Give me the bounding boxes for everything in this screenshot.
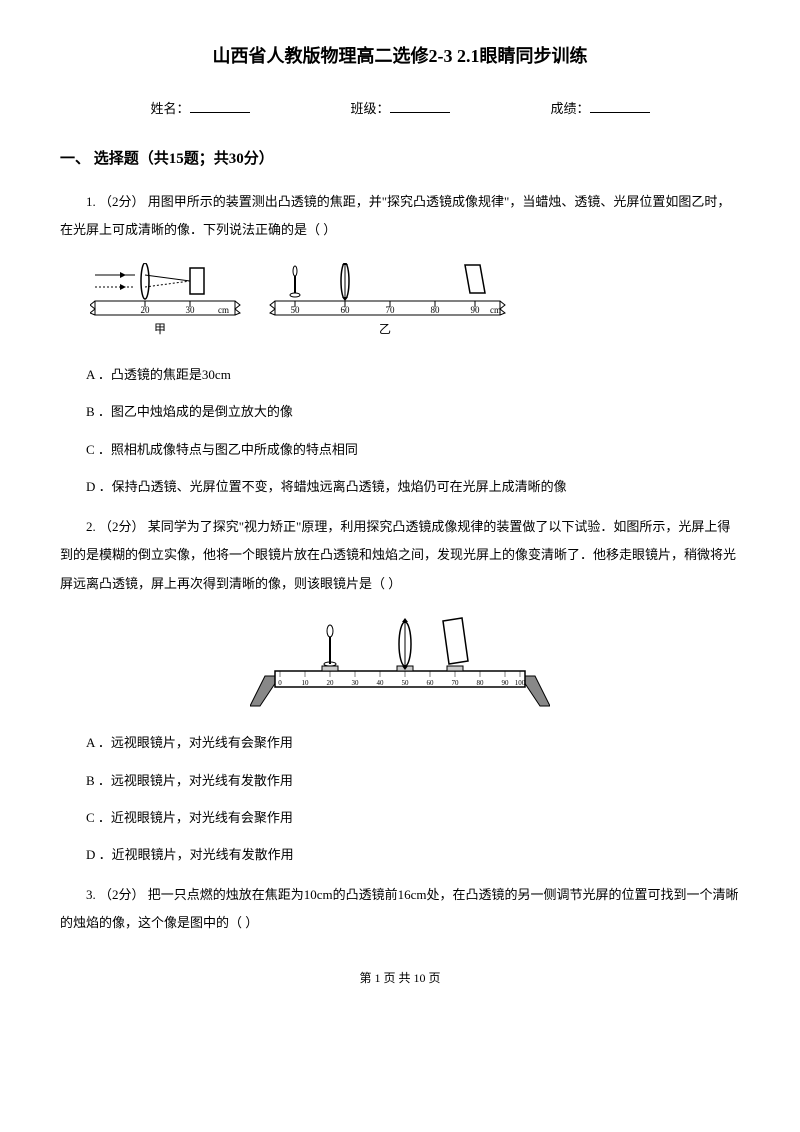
class-label: 班级：: [350, 97, 389, 120]
q1-option-a: A ．凸透镜的焦距是30cm: [60, 363, 740, 386]
class-field: 班级：: [350, 97, 449, 120]
svg-text:30: 30: [352, 679, 360, 687]
svg-text:乙: 乙: [379, 322, 391, 336]
svg-text:100: 100: [515, 679, 526, 687]
score-blank[interactable]: [590, 97, 650, 113]
question-1-text: 1. （2分） 用图甲所示的装置测出凸透镜的焦距，并"探究凸透镜成像规律"，当蜡…: [60, 188, 740, 245]
svg-text:30: 30: [186, 305, 196, 315]
svg-text:0: 0: [278, 679, 282, 687]
class-blank[interactable]: [390, 97, 450, 113]
q1-option-d: D ．保持凸透镜、光屏位置不变，将蜡烛远离凸透镜，烛焰仍可在光屏上成清晰的像: [60, 475, 740, 498]
question-3-text: 3. （2分） 把一只点燃的烛放在焦距为10cm的凸透镜前16cm处，在凸透镜的…: [60, 881, 740, 938]
svg-text:cm: cm: [218, 305, 229, 315]
name-label: 姓名：: [150, 97, 189, 120]
svg-text:80: 80: [431, 305, 441, 315]
svg-text:60: 60: [341, 305, 351, 315]
name-blank[interactable]: [190, 97, 250, 113]
svg-text:20: 20: [141, 305, 151, 315]
svg-text:70: 70: [386, 305, 396, 315]
svg-text:80: 80: [477, 679, 485, 687]
score-field: 成绩：: [550, 97, 649, 120]
q2-option-c: C ．近视眼镜片，对光线有会聚作用: [60, 806, 740, 829]
svg-text:10: 10: [302, 679, 310, 687]
svg-text:40: 40: [377, 679, 385, 687]
svg-text:20: 20: [327, 679, 335, 687]
svg-text:甲: 甲: [154, 322, 166, 336]
svg-text:90: 90: [471, 305, 481, 315]
svg-text:50: 50: [402, 679, 410, 687]
q2-option-b: B ．远视眼镜片，对光线有发散作用: [60, 769, 740, 792]
svg-text:60: 60: [427, 679, 435, 687]
section-header: 一、 选择题（共15题；共30分）: [60, 146, 740, 173]
score-label: 成绩：: [550, 97, 589, 120]
q1-diagram: 20 30 cm 甲 50: [90, 263, 740, 343]
page-title: 山西省人教版物理高二选修2-3 2.1眼睛同步训练: [60, 40, 740, 72]
q2-option-a: A ．远视眼镜片，对光线有会聚作用: [60, 731, 740, 754]
svg-text:cm: cm: [490, 305, 501, 315]
q2-diagram: 0 10 20 30 40 50 60 70 80 90 100: [60, 616, 740, 711]
q1-option-c: C ．照相机成像特点与图乙中所成像的特点相同: [60, 438, 740, 461]
svg-text:50: 50: [291, 305, 301, 315]
svg-text:70: 70: [452, 679, 460, 687]
question-2-text: 2. （2分） 某同学为了探究"视力矫正"原理，利用探究凸透镜成像规律的装置做了…: [60, 513, 740, 599]
q2-diagram-svg: 0 10 20 30 40 50 60 70 80 90 100: [250, 616, 550, 711]
name-field: 姓名：: [150, 97, 249, 120]
q1-option-b: B ．图乙中烛焰成的是倒立放大的像: [60, 400, 740, 423]
svg-text:90: 90: [502, 679, 510, 687]
q2-option-d: D ．近视眼镜片，对光线有发散作用: [60, 843, 740, 866]
student-info-row: 姓名： 班级： 成绩：: [60, 97, 740, 120]
q1-diagram-svg: 20 30 cm 甲 50: [90, 263, 510, 343]
page-footer: 第 1 页 共 10 页: [60, 968, 740, 990]
